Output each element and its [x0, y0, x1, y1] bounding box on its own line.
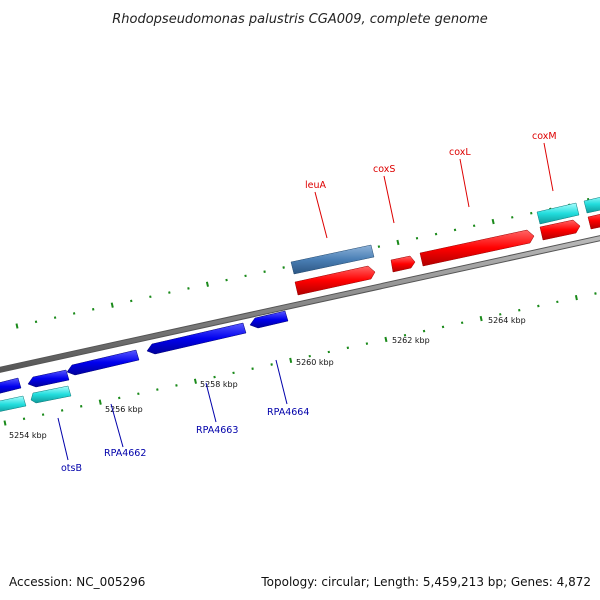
minor-tick [537, 304, 540, 308]
minor-tick [530, 211, 533, 215]
gene-arrow[interactable] [30, 385, 72, 404]
minor-tick [460, 321, 464, 325]
minor-tick [213, 375, 216, 379]
minor-tick [511, 216, 514, 219]
scale-label: 5262 kbp [392, 336, 430, 345]
reverse-genes [0, 310, 289, 413]
minor-tick [282, 266, 285, 269]
minor-tick [60, 409, 64, 412]
genome-summary-text: Topology: circular; Length: 5,459,213 bp… [260, 575, 591, 589]
minor-tick [175, 384, 178, 387]
gene-label-otsB[interactable]: otsB [61, 463, 82, 474]
lower-tick-track [3, 292, 597, 426]
major-tick [491, 218, 495, 225]
scale-label: 5264 kbp [488, 316, 526, 325]
gene-label-RPA4663[interactable]: RPA4663 [196, 425, 238, 436]
gene-label-coxL[interactable]: coxL [449, 147, 471, 158]
reverse-gene-labels [57, 359, 288, 461]
minor-tick [168, 291, 171, 294]
forward-gene-labels [314, 142, 554, 239]
major-tick [205, 281, 209, 287]
major-tick [574, 295, 578, 301]
minor-tick [434, 232, 438, 236]
minor-tick [346, 346, 350, 350]
gene-arrow[interactable] [583, 195, 600, 214]
minor-tick [232, 371, 235, 375]
major-tick [15, 323, 19, 329]
gene-arrow[interactable] [390, 255, 416, 273]
forward-genes [290, 195, 600, 296]
minor-tick [453, 228, 457, 232]
minor-tick [244, 274, 247, 278]
minor-tick [270, 363, 273, 366]
gene-arrow[interactable] [536, 202, 580, 225]
minor-tick [149, 295, 152, 299]
gene-arrow[interactable] [0, 377, 22, 395]
major-tick [479, 315, 483, 322]
minor-tick [518, 308, 521, 312]
minor-tick [187, 287, 190, 290]
gene-label-coxS[interactable]: coxS [373, 164, 395, 175]
minor-tick [308, 354, 311, 358]
minor-tick [499, 313, 502, 316]
minor-tick [22, 417, 26, 421]
gene-label-coxM[interactable]: coxM [532, 131, 557, 142]
minor-tick [472, 224, 476, 228]
gene-arrow[interactable] [294, 265, 376, 296]
gene-label-leuA[interactable]: leuA [305, 180, 327, 191]
minor-tick [441, 325, 445, 329]
minor-tick [137, 392, 140, 396]
accession-text: Accession: NC_005296 [9, 575, 145, 589]
major-tick [289, 357, 293, 363]
gene-label-RPA4664[interactable]: RPA4664 [267, 407, 309, 418]
gene-arrow[interactable] [0, 395, 27, 413]
map-title: Rhodopseudomonas palustris CGA009, compl… [112, 12, 488, 27]
scale-label: 5256 kbp [105, 405, 143, 414]
reverse-gene-label-text: otsB RPA4662 RPA4663 RPA4664 [61, 407, 309, 474]
minor-tick [156, 388, 159, 391]
gene-arrow[interactable] [66, 349, 140, 376]
minor-tick [556, 300, 559, 304]
minor-tick [118, 396, 121, 400]
scale-label: 5254 kbp [9, 431, 47, 440]
minor-tick [34, 320, 38, 324]
gene-arrow[interactable] [249, 310, 289, 329]
gene-arrow[interactable] [587, 212, 600, 230]
gene-arrow[interactable] [419, 229, 535, 267]
minor-tick [72, 312, 76, 315]
minor-tick [130, 299, 133, 303]
major-tick [384, 336, 388, 343]
minor-tick [225, 278, 228, 282]
gene-arrow[interactable] [290, 244, 375, 275]
gene-label-RPA4662[interactable]: RPA4662 [104, 448, 146, 459]
gene-arrow[interactable] [539, 219, 581, 241]
minor-tick [422, 329, 426, 333]
major-tick [396, 239, 400, 246]
major-tick [110, 302, 114, 308]
genome-backbone [0, 235, 600, 373]
scale-label: 5260 kbp [296, 358, 334, 367]
forward-gene-label-text: leuA coxS coxL coxM [305, 131, 557, 191]
scale-labels: 5254 kbp 5256 kbp 5258 kbp 5260 kbp 5262… [9, 316, 526, 440]
gene-arrow[interactable] [27, 369, 70, 388]
minor-tick [594, 292, 597, 295]
gene-arrow[interactable] [146, 322, 247, 355]
major-tick [98, 399, 102, 405]
major-tick [193, 378, 197, 384]
major-tick [3, 420, 7, 426]
scale-label: 5258 kbp [200, 380, 238, 389]
